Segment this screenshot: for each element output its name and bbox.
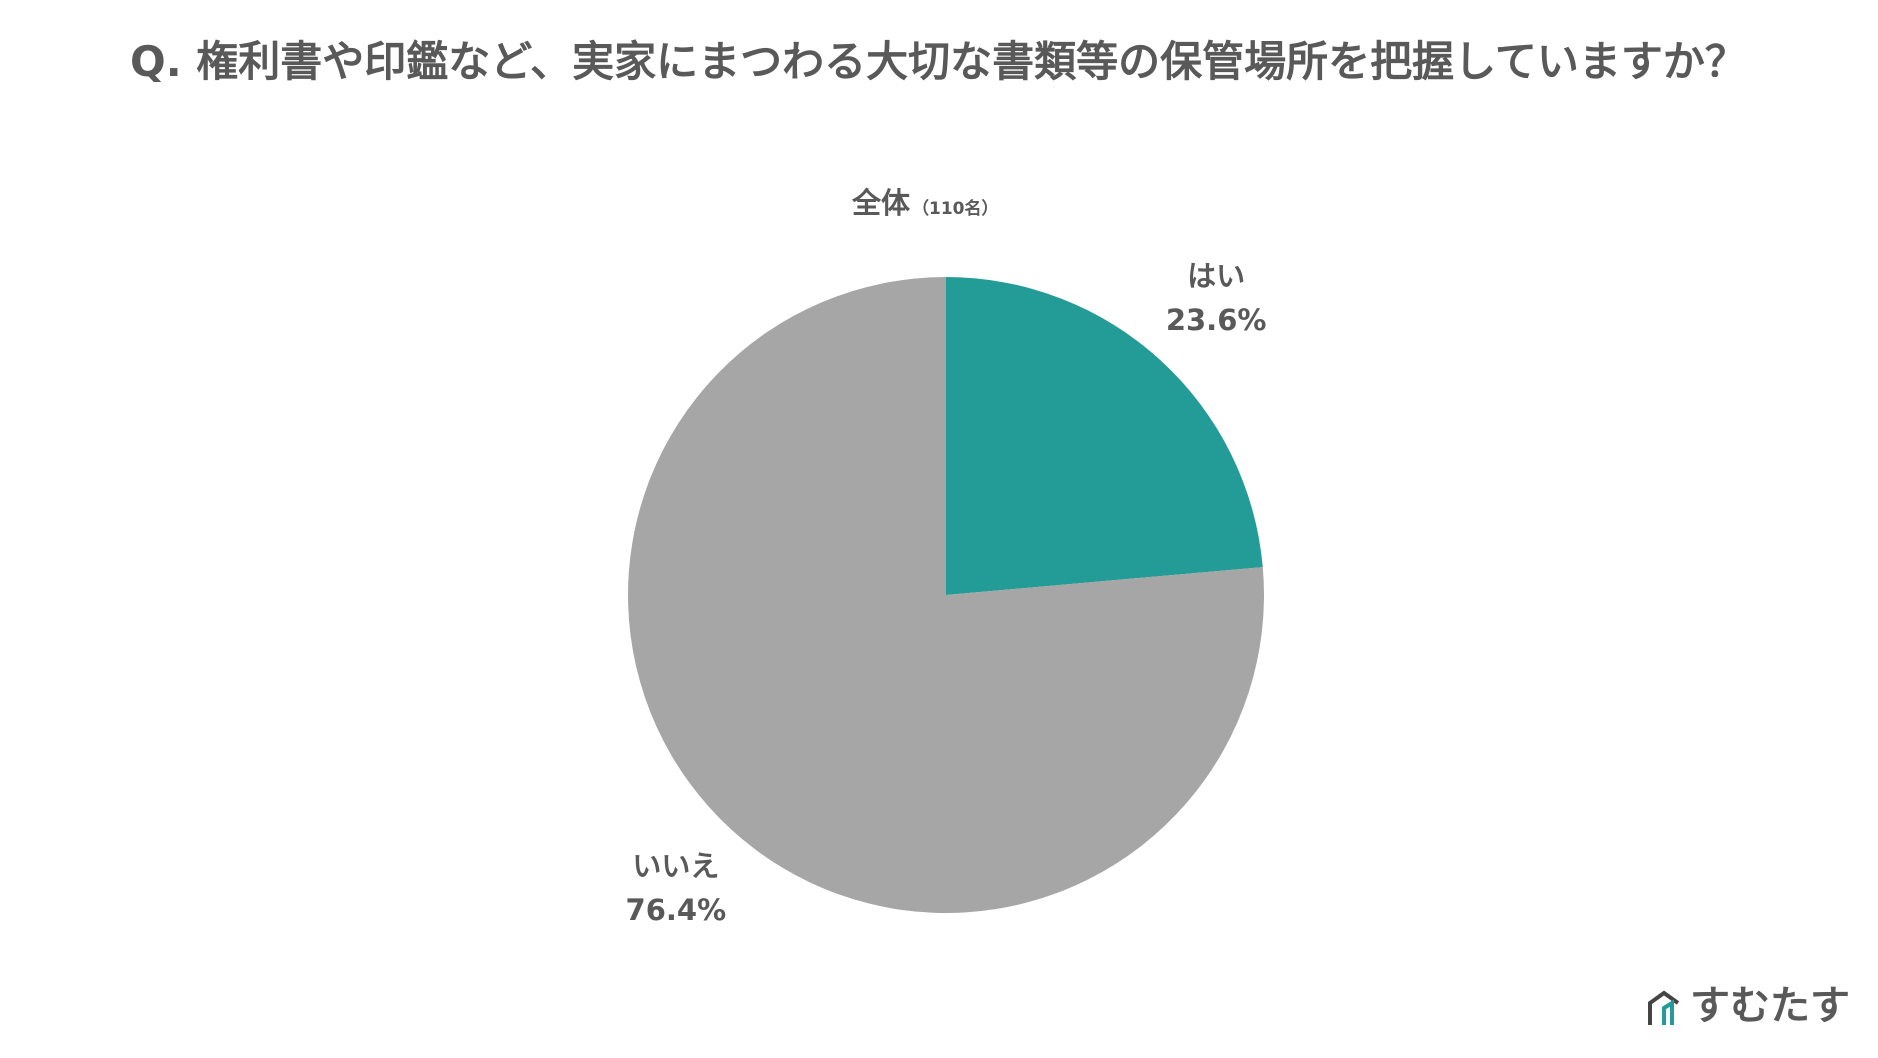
logo-icon — [1648, 990, 1680, 1025]
value-label: 23.6% — [1166, 303, 1267, 337]
sample-size: （110名） — [912, 198, 999, 219]
logo-text: すむたす — [1690, 983, 1850, 1029]
chart-subtitle: 全体 — [851, 186, 911, 220]
chart-title: Q. 権利書や印鑑など、実家にまつわる大切な書類等の保管場所を把握していますか？ — [130, 37, 1747, 86]
slice-label: はい — [1187, 259, 1245, 293]
pie-slice — [946, 277, 1263, 595]
slice-label: いいえ — [632, 849, 719, 883]
value-label: 76.4% — [626, 893, 727, 927]
pie-slice — [628, 277, 1264, 913]
